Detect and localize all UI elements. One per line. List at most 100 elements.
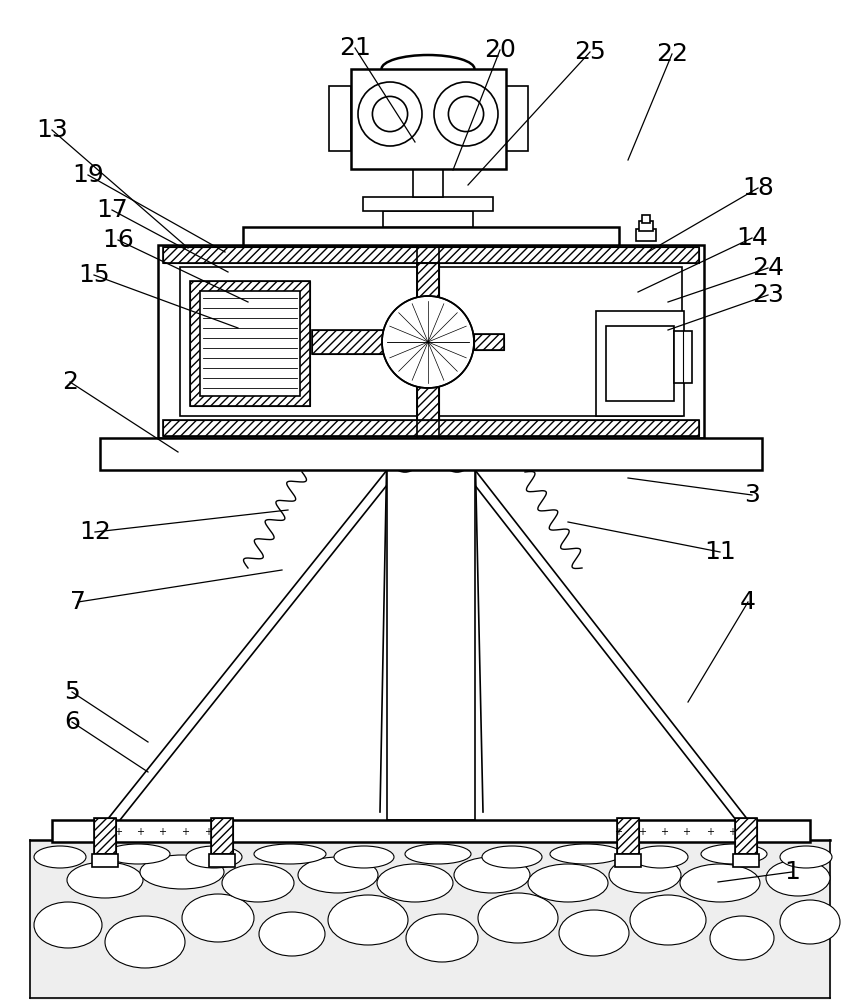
Text: 23: 23: [751, 283, 783, 307]
Bar: [158, 245, 703, 438]
Circle shape: [357, 82, 422, 146]
Ellipse shape: [258, 912, 325, 956]
Bar: [211, 818, 232, 854]
Bar: [163, 420, 698, 436]
Ellipse shape: [700, 844, 766, 864]
Bar: [474, 334, 504, 350]
Circle shape: [443, 444, 470, 472]
Ellipse shape: [779, 846, 831, 868]
Ellipse shape: [182, 894, 254, 942]
Bar: [312, 330, 398, 354]
Ellipse shape: [254, 844, 325, 864]
Text: 18: 18: [741, 176, 773, 200]
Ellipse shape: [765, 860, 829, 896]
Bar: [673, 331, 691, 383]
Bar: [189, 281, 310, 406]
Text: 11: 11: [703, 540, 735, 564]
Text: 12: 12: [79, 520, 111, 544]
Bar: [734, 818, 756, 854]
Ellipse shape: [186, 846, 242, 868]
Ellipse shape: [608, 857, 680, 893]
Bar: [200, 291, 300, 396]
Bar: [734, 818, 756, 854]
Bar: [388, 442, 420, 470]
Ellipse shape: [779, 900, 839, 944]
Circle shape: [372, 96, 407, 132]
Ellipse shape: [549, 844, 622, 864]
Bar: [211, 818, 232, 854]
Ellipse shape: [34, 902, 102, 948]
Bar: [94, 818, 116, 854]
Text: 17: 17: [96, 198, 127, 222]
Bar: [441, 442, 473, 470]
Bar: [362, 197, 492, 211]
Text: 7: 7: [70, 590, 86, 614]
Bar: [616, 818, 638, 854]
Bar: [52, 820, 809, 842]
Circle shape: [381, 296, 474, 388]
Ellipse shape: [222, 864, 294, 902]
Bar: [732, 854, 759, 867]
Bar: [163, 420, 698, 436]
Text: +: +: [728, 827, 735, 837]
Bar: [614, 854, 641, 867]
Text: 19: 19: [72, 163, 104, 187]
Text: 15: 15: [78, 263, 109, 287]
Ellipse shape: [105, 916, 185, 968]
Bar: [189, 281, 310, 406]
Bar: [382, 211, 473, 227]
Text: 22: 22: [655, 42, 687, 66]
Text: +: +: [660, 827, 667, 837]
Bar: [329, 86, 350, 151]
Bar: [505, 86, 528, 151]
Text: +: +: [158, 827, 166, 837]
Bar: [350, 69, 505, 169]
Bar: [641, 215, 649, 223]
Bar: [163, 247, 698, 263]
Ellipse shape: [333, 846, 393, 868]
Text: +: +: [181, 827, 189, 837]
Ellipse shape: [298, 857, 378, 893]
Bar: [387, 470, 474, 820]
Bar: [312, 330, 398, 354]
Bar: [180, 267, 681, 416]
Ellipse shape: [481, 846, 542, 868]
Ellipse shape: [558, 910, 629, 956]
Bar: [243, 227, 618, 245]
Ellipse shape: [709, 916, 773, 960]
Text: +: +: [114, 827, 122, 837]
Text: 25: 25: [573, 40, 605, 64]
Ellipse shape: [34, 846, 86, 868]
Text: 13: 13: [36, 118, 68, 142]
Text: 14: 14: [735, 226, 767, 250]
Text: 21: 21: [338, 36, 370, 60]
Text: +: +: [705, 827, 713, 837]
Ellipse shape: [679, 864, 759, 902]
Text: +: +: [204, 827, 212, 837]
Bar: [417, 245, 438, 438]
Ellipse shape: [376, 864, 453, 902]
Circle shape: [448, 96, 483, 132]
Text: +: +: [613, 827, 622, 837]
Text: 24: 24: [751, 256, 784, 280]
Ellipse shape: [631, 846, 687, 868]
Ellipse shape: [139, 855, 224, 889]
Ellipse shape: [106, 844, 170, 864]
Text: 4: 4: [739, 590, 755, 614]
Bar: [417, 263, 438, 420]
Text: +: +: [136, 827, 144, 837]
Bar: [474, 334, 504, 350]
Bar: [616, 818, 638, 854]
Text: 5: 5: [64, 680, 80, 704]
Bar: [208, 854, 235, 867]
Bar: [635, 229, 655, 241]
Bar: [595, 311, 684, 416]
Text: 16: 16: [102, 228, 133, 252]
Text: 6: 6: [64, 710, 80, 734]
Text: 1: 1: [784, 860, 799, 884]
Bar: [92, 854, 118, 867]
Bar: [94, 818, 116, 854]
Ellipse shape: [328, 895, 407, 945]
Bar: [417, 245, 438, 438]
Circle shape: [391, 444, 418, 472]
